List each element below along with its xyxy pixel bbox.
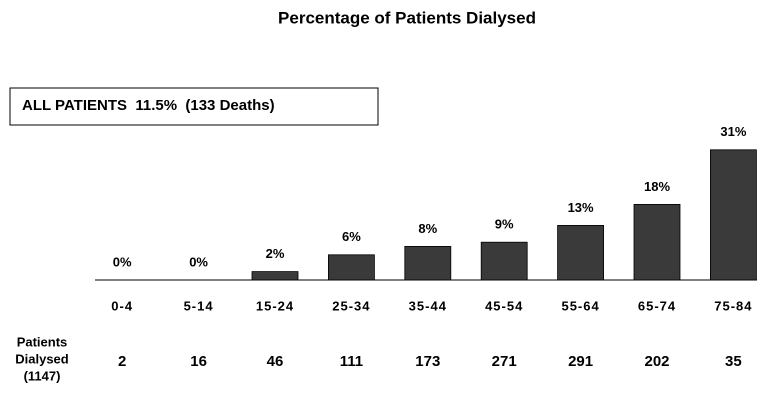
x-tick-label: 0-4	[111, 298, 133, 313]
bar	[327, 254, 375, 281]
x-tick-label: 65-74	[638, 298, 676, 313]
value-label: 31%	[720, 124, 746, 139]
row-value: 2	[118, 353, 126, 370]
row-value: 35	[725, 353, 742, 370]
x-tick-label: 25-34	[332, 298, 370, 313]
row-value: 271	[492, 353, 517, 370]
value-label: 0%	[189, 254, 208, 269]
x-tick-label: 35-44	[409, 298, 447, 313]
chart-title: Percentage of Patients Dialysed	[278, 8, 536, 27]
bar	[404, 245, 452, 281]
row-value: 291	[568, 353, 593, 370]
annotation: ALL PATIENTS 11.5% (133 Deaths)	[22, 97, 275, 114]
bar	[557, 224, 604, 281]
row-label: (1147)	[24, 368, 61, 383]
value-label: 0%	[113, 254, 132, 269]
row-value: 111	[340, 353, 363, 370]
row-label: Patients	[17, 334, 68, 349]
bar	[251, 271, 299, 281]
value-label: 18%	[644, 179, 670, 194]
row-value: 16	[190, 353, 207, 370]
row-value: 202	[644, 353, 669, 370]
value-label: 9%	[495, 217, 514, 232]
value-label: 6%	[342, 229, 361, 244]
x-tick-label: 75-84	[714, 298, 752, 313]
x-tick-label: 15-24	[256, 298, 294, 313]
row-label: Dialysed	[15, 351, 69, 366]
row-value: 46	[267, 353, 284, 370]
value-label: 13%	[568, 200, 594, 215]
bar	[480, 241, 528, 281]
x-tick-label: 45-54	[485, 298, 523, 313]
value-label: 2%	[266, 246, 285, 261]
x-tick-label: 5-14	[184, 298, 214, 313]
annotation-box	[9, 87, 379, 126]
bar	[633, 203, 681, 281]
bar	[710, 149, 757, 281]
row-value: 173	[415, 353, 440, 370]
x-tick-label: 55-64	[561, 298, 599, 313]
value-label: 8%	[418, 221, 437, 236]
